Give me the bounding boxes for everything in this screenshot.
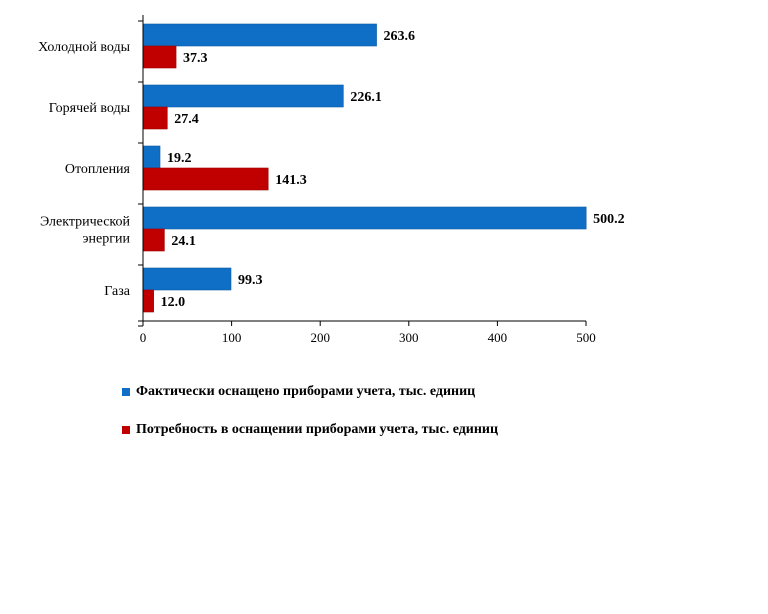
legend-label-needed: Потребность в оснащении приборами учета,… bbox=[136, 422, 499, 437]
legend-label-installed: Фактически оснащено приборами учета, тыс… bbox=[136, 384, 476, 399]
category-label-4: Газа bbox=[104, 284, 130, 299]
bar-needed-0 bbox=[142, 45, 177, 69]
bar-installed-4 bbox=[142, 267, 232, 291]
data-label-installed-4: 99.3 bbox=[238, 273, 263, 288]
bar-needed-2 bbox=[142, 167, 269, 191]
legend-item-needed: Потребность в оснащении приборами учета,… bbox=[122, 420, 498, 440]
bar-needed-1 bbox=[142, 106, 168, 130]
data-label-needed-2: 141.3 bbox=[275, 173, 307, 188]
bar-needed-4 bbox=[142, 289, 154, 313]
data-label-needed-1: 27.4 bbox=[174, 112, 199, 127]
x-tick-label-0: 0 bbox=[140, 330, 147, 345]
x-tick-label-3: 300 bbox=[399, 330, 419, 345]
legend: Фактически оснащено приборами учета, тыс… bbox=[122, 382, 498, 458]
category-label-2: Отопления bbox=[65, 162, 131, 177]
x-tick-label-4: 400 bbox=[488, 330, 508, 345]
x-tick-label-1: 100 bbox=[222, 330, 242, 345]
data-label-installed-2: 19.2 bbox=[167, 151, 192, 166]
bar-installed-0 bbox=[142, 23, 377, 47]
x-tick-label-5: 500 bbox=[576, 330, 596, 345]
bar-installed-2 bbox=[142, 145, 161, 169]
x-tick-label-2: 200 bbox=[310, 330, 330, 345]
data-label-installed-1: 226.1 bbox=[350, 90, 382, 105]
data-label-needed-4: 12.0 bbox=[161, 295, 186, 310]
data-label-needed-0: 37.3 bbox=[183, 51, 208, 66]
bar-installed-3 bbox=[142, 206, 587, 230]
data-label-installed-0: 263.6 bbox=[384, 29, 416, 44]
legend-swatch-installed bbox=[122, 388, 130, 396]
bar-needed-3 bbox=[142, 228, 165, 252]
legend-swatch-needed bbox=[122, 426, 130, 434]
category-label-0: Холодной воды bbox=[38, 40, 130, 55]
data-label-needed-3: 24.1 bbox=[171, 234, 196, 249]
legend-item-installed: Фактически оснащено приборами учета, тыс… bbox=[122, 382, 498, 402]
bar-installed-1 bbox=[142, 84, 344, 108]
category-label-3: Электрической энергии bbox=[40, 215, 131, 247]
data-label-installed-3: 500.2 bbox=[593, 212, 625, 227]
category-label-1: Горячей воды bbox=[49, 101, 131, 116]
